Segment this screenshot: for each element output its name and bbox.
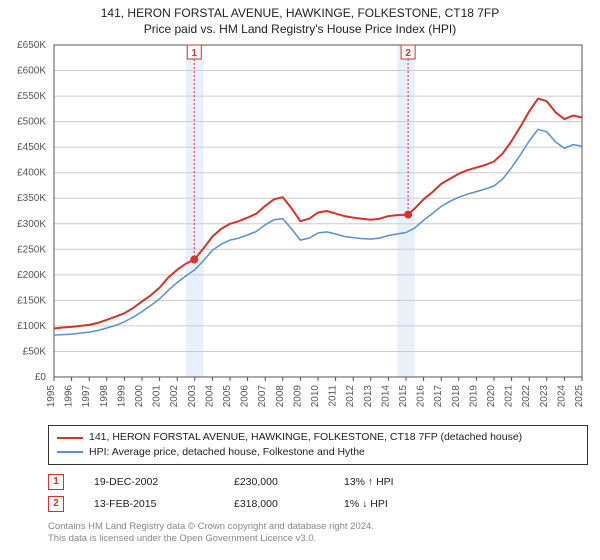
marker-box-1: 1: [48, 474, 64, 490]
svg-text:£550K: £550K: [17, 91, 46, 102]
svg-text:1997: 1997: [81, 385, 92, 408]
svg-text:2015: 2015: [398, 385, 409, 408]
svg-text:2021: 2021: [504, 385, 515, 408]
legend-box: 141, HERON FORSTAL AVENUE, HAWKINGE, FOL…: [48, 425, 588, 464]
svg-text:1999: 1999: [116, 385, 127, 408]
legend-swatch-property: [57, 437, 83, 439]
svg-text:£600K: £600K: [17, 66, 46, 77]
svg-text:£400K: £400K: [17, 168, 46, 179]
title-block: 141, HERON FORSTAL AVENUE, HAWKINGE, FOL…: [0, 0, 600, 39]
legend-row-hpi: HPI: Average price, detached house, Folk…: [57, 445, 579, 460]
svg-text:2019: 2019: [468, 385, 479, 408]
svg-text:1996: 1996: [64, 385, 75, 408]
svg-text:2011: 2011: [328, 385, 339, 407]
marker-row-1: 1 19-DEC-2002 £230,000 13% ↑ HPI: [48, 471, 588, 493]
legend-label-hpi: HPI: Average price, detached house, Folk…: [89, 445, 365, 460]
marker-price-2: £318,000: [234, 498, 314, 510]
svg-text:£650K: £650K: [17, 40, 46, 51]
svg-text:1: 1: [191, 48, 197, 59]
svg-text:£0: £0: [35, 372, 47, 383]
svg-text:£300K: £300K: [17, 219, 46, 230]
marker-box-2: 2: [48, 496, 64, 512]
svg-text:2013: 2013: [363, 385, 374, 408]
svg-text:£450K: £450K: [17, 142, 46, 153]
marker-date-2: 13-FEB-2015: [94, 498, 204, 510]
svg-text:2024: 2024: [556, 385, 567, 408]
svg-text:2014: 2014: [380, 385, 391, 408]
svg-text:£150K: £150K: [17, 296, 46, 307]
svg-text:£250K: £250K: [17, 244, 46, 255]
footer-line-1: Contains HM Land Registry data © Crown c…: [48, 521, 588, 533]
svg-text:2016: 2016: [416, 385, 427, 408]
svg-text:£50K: £50K: [23, 347, 47, 358]
svg-text:2009: 2009: [292, 385, 303, 408]
footer-block: Contains HM Land Registry data © Crown c…: [48, 521, 588, 546]
svg-text:2006: 2006: [240, 385, 251, 408]
chart-container: 141, HERON FORSTAL AVENUE, HAWKINGE, FOL…: [0, 0, 600, 560]
title-line-1: 141, HERON FORSTAL AVENUE, HAWKINGE, FOL…: [0, 6, 600, 22]
svg-text:2018: 2018: [451, 385, 462, 408]
svg-text:£500K: £500K: [17, 117, 46, 128]
svg-text:1995: 1995: [46, 385, 57, 408]
marker-date-1: 19-DEC-2002: [94, 476, 204, 488]
svg-text:1998: 1998: [99, 385, 110, 408]
marker-hpi-1: 13% ↑ HPI: [344, 476, 424, 488]
svg-text:2023: 2023: [539, 385, 550, 408]
svg-text:2002: 2002: [169, 385, 180, 408]
svg-text:2004: 2004: [204, 385, 215, 408]
svg-text:2025: 2025: [574, 385, 585, 408]
svg-text:2022: 2022: [521, 385, 532, 408]
chart-svg: £0£50K£100K£150K£200K£250K£300K£350K£400…: [48, 39, 588, 419]
footer-line-2: This data is licensed under the Open Gov…: [48, 533, 588, 545]
marker-row-2: 2 13-FEB-2015 £318,000 1% ↓ HPI: [48, 493, 588, 515]
svg-text:2001: 2001: [152, 385, 163, 408]
legend-swatch-hpi: [57, 451, 83, 453]
svg-text:£200K: £200K: [17, 270, 46, 281]
title-line-2: Price paid vs. HM Land Registry's House …: [0, 22, 600, 38]
svg-text:2017: 2017: [433, 385, 444, 408]
svg-text:2005: 2005: [222, 385, 233, 408]
marker-price-1: £230,000: [234, 476, 314, 488]
legend-label-property: 141, HERON FORSTAL AVENUE, HAWKINGE, FOL…: [89, 430, 522, 445]
svg-text:2003: 2003: [187, 385, 198, 408]
marker-hpi-2: 1% ↓ HPI: [344, 498, 424, 510]
svg-text:2: 2: [405, 48, 411, 59]
svg-text:2010: 2010: [310, 385, 321, 408]
svg-text:2000: 2000: [134, 385, 145, 408]
marker-table: 1 19-DEC-2002 £230,000 13% ↑ HPI 2 13-FE…: [48, 471, 588, 515]
svg-text:2012: 2012: [345, 385, 356, 408]
svg-text:£100K: £100K: [17, 321, 46, 332]
svg-text:2008: 2008: [275, 385, 286, 408]
legend-row-property: 141, HERON FORSTAL AVENUE, HAWKINGE, FOL…: [57, 430, 579, 445]
svg-text:£350K: £350K: [17, 193, 46, 204]
chart-plot-area: £0£50K£100K£150K£200K£250K£300K£350K£400…: [48, 39, 588, 419]
svg-text:2007: 2007: [257, 385, 268, 408]
svg-text:2020: 2020: [486, 385, 497, 408]
